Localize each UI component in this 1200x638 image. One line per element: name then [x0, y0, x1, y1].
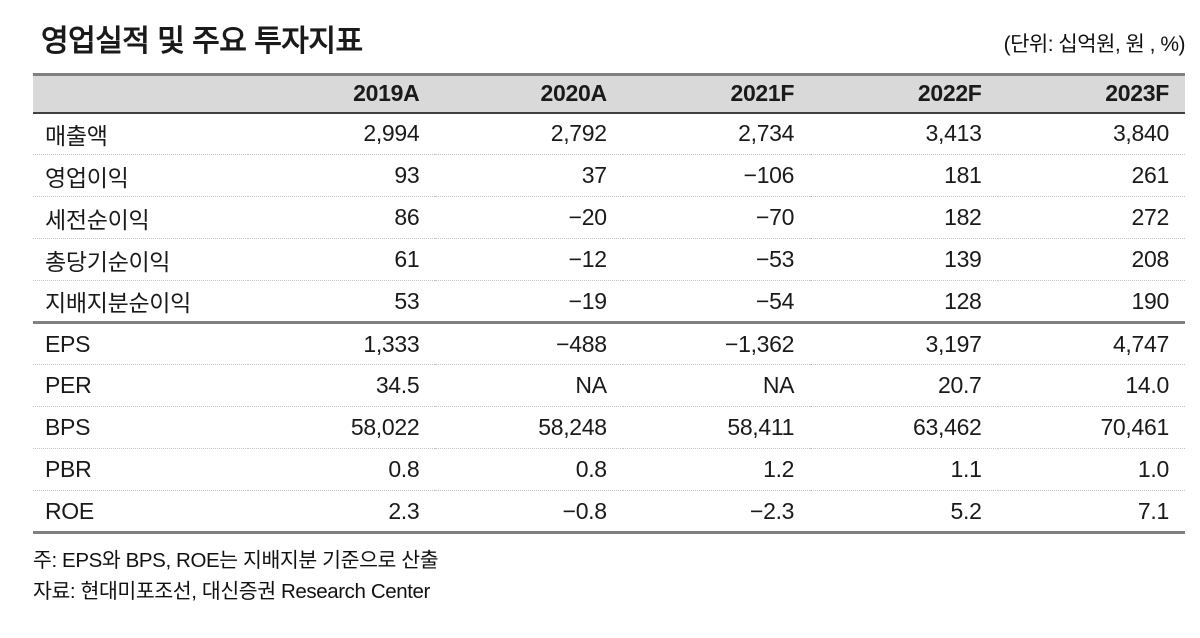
row-label: 총당기순이익 [33, 238, 248, 281]
cell-value: −0.8 [435, 490, 623, 534]
cell-value: 272 [997, 196, 1185, 239]
financial-metrics-table: 2019A 2020A 2021F 2022F 2023F 매출액 2,994 … [33, 73, 1185, 534]
header-year-2019A: 2019A [248, 73, 436, 114]
table-row-per: PER 34.5 NA NA 20.7 14.0 [33, 364, 1185, 407]
cell-value: 5.2 [810, 490, 998, 534]
table-row-roe: ROE 2.3 −0.8 −2.3 5.2 7.1 [33, 490, 1185, 534]
cell-value: 128 [810, 280, 998, 323]
cell-value: −12 [435, 238, 623, 281]
cell-value: 34.5 [248, 364, 436, 407]
table-header: 2019A 2020A 2021F 2022F 2023F [33, 73, 1185, 114]
unit-note: (단위: 십억원, 원 , %) [1003, 33, 1186, 56]
cell-value: 37 [435, 154, 623, 197]
table-row-operating-profit: 영업이익 93 37 −106 181 261 [33, 154, 1185, 197]
cell-value: −70 [622, 196, 811, 239]
cell-value: 14.0 [997, 364, 1185, 407]
header-row: 2019A 2020A 2021F 2022F 2023F [33, 73, 1185, 114]
cell-value: 1.1 [810, 448, 998, 491]
cell-value: 93 [248, 154, 436, 197]
row-label: 매출액 [45, 122, 108, 149]
cell-value: 3,197 [810, 321, 998, 365]
cell-value: 2,734 [738, 120, 795, 147]
cell-value: 58,022 [248, 406, 436, 449]
cell-value: 0.8 [435, 448, 623, 491]
cell-value: 7.1 [997, 490, 1185, 534]
cell-value: 1.2 [622, 448, 811, 491]
table-row-revenue: 매출액 2,994 2,792 2,734 3,413 3,840 [33, 113, 1185, 155]
cell-value: 86 [248, 196, 436, 239]
row-label: BPS [33, 406, 248, 449]
cell-value: −53 [622, 238, 811, 281]
cell-value: −19 [435, 280, 623, 323]
row-label: ROE [33, 490, 248, 534]
cell-value: 2,994 [363, 120, 420, 147]
cell-value: 1.0 [997, 448, 1185, 491]
page-title: 영업실적 및 주요 투자지표 [41, 25, 363, 58]
cell-value: 53 [248, 280, 436, 323]
cell-value: 3,840 [1112, 120, 1169, 147]
cell-value: 1,333 [248, 321, 436, 365]
cell-value: 139 [810, 238, 998, 281]
header-year-2020A: 2020A [435, 73, 623, 114]
cell-value: 208 [997, 238, 1185, 281]
table-row-pretax-profit: 세전순이익 86 −20 −70 182 272 [33, 196, 1185, 239]
cell-value: −2.3 [622, 490, 811, 534]
header-year-2021F: 2021F [622, 73, 811, 114]
cell-value: NA [622, 364, 811, 407]
header-year-2023F: 2023F [997, 73, 1185, 114]
footnote-note: 주: EPS와 BPS, ROE는 지배지분 기준으로 산출 [33, 549, 439, 572]
cell-value: 261 [997, 154, 1185, 197]
header-metric-cell [33, 73, 248, 114]
cell-value: 182 [810, 196, 998, 239]
cell-value: 2.3 [248, 490, 436, 534]
cell-value: 181 [810, 154, 998, 197]
row-label: 세전순이익 [33, 196, 248, 239]
row-label: EPS [33, 321, 248, 365]
cell-value: 2,792 [550, 120, 607, 147]
cell-value: −1,362 [622, 321, 811, 365]
financial-section: 매출액 2,994 2,792 2,734 3,413 3,840 영업이익 9… [33, 113, 1185, 323]
table-row-controlling-net-profit: 지배지분순이익 53 −19 −54 128 190 [33, 280, 1185, 323]
header-year-2022F: 2022F [810, 73, 998, 114]
table-row-eps: EPS 1,333 −488 −1,362 3,197 4,747 [33, 321, 1185, 365]
cell-value: 0.8 [248, 448, 436, 491]
footnote-source: 자료: 현대미포조선, 대신증권 Research Center [33, 580, 430, 604]
footnotes: 주: EPS와 BPS, ROE는 지배지분 기준으로 산출 자료: 현대미포조… [33, 545, 1185, 607]
cell-value: −54 [622, 280, 811, 323]
table-row-pbr: PBR 0.8 0.8 1.2 1.1 1.0 [33, 448, 1185, 491]
cell-value: 63,462 [810, 406, 998, 449]
cell-value: NA [435, 364, 623, 407]
cell-value: −106 [622, 154, 811, 197]
row-label: 지배지분순이익 [33, 280, 248, 323]
title-row: 영업실적 및 주요 투자지표 (단위: 십억원, 원 , %) [33, 16, 1186, 60]
table-row-bps: BPS 58,022 58,248 58,411 63,462 70,461 [33, 406, 1185, 449]
row-label: 영업이익 [33, 154, 248, 197]
valuation-section: EPS 1,333 −488 −1,362 3,197 4,747 PER 34… [33, 321, 1185, 534]
cell-value: 4,747 [997, 321, 1185, 365]
cell-value: 58,411 [622, 406, 811, 449]
row-label: PER [33, 364, 248, 407]
table-row-total-net-profit: 총당기순이익 61 −12 −53 139 208 [33, 238, 1185, 281]
cell-value: −20 [435, 196, 623, 239]
cell-value: −488 [435, 321, 623, 365]
cell-value: 61 [248, 238, 436, 281]
cell-value: 3,413 [925, 120, 982, 147]
cell-value: 70,461 [997, 406, 1185, 449]
cell-value: 190 [997, 280, 1185, 323]
cell-value: 20.7 [810, 364, 998, 407]
row-label: PBR [33, 448, 248, 491]
report-page: 영업실적 및 주요 투자지표 (단위: 십억원, 원 , %) 2019A 20… [33, 16, 1186, 607]
cell-value: 58,248 [435, 406, 623, 449]
